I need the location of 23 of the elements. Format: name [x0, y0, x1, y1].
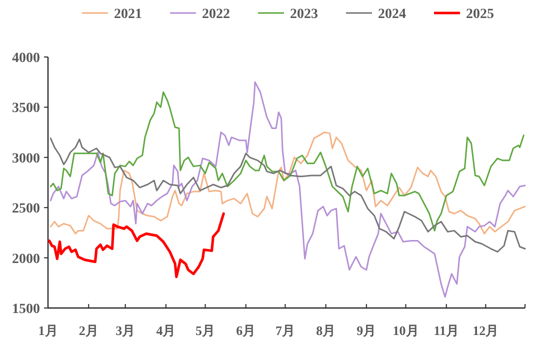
x-tick-label: 4月 [156, 323, 176, 338]
y-tick-label: 4000 [12, 51, 40, 66]
legend-label: 2025 [466, 7, 494, 22]
x-tick-label: 2月 [78, 323, 98, 338]
x-tick-label: 3月 [116, 323, 136, 338]
x-tick-label: 1月 [38, 323, 58, 338]
x-tick-label: 9月 [356, 323, 376, 338]
legend-label: 2022 [202, 7, 230, 22]
y-tick-label: 2500 [12, 202, 40, 217]
y-tick-label: 1500 [12, 302, 40, 317]
x-tick-label: 6月 [236, 323, 256, 338]
legend-label: 2023 [290, 7, 318, 22]
y-tick-label: 3500 [12, 101, 40, 116]
legend-label: 2021 [114, 7, 142, 22]
x-tick-label: 12月 [472, 323, 499, 338]
x-tick-label: 10月 [392, 323, 419, 338]
y-tick-label: 3000 [12, 151, 40, 166]
x-tick-label: 11月 [434, 323, 460, 338]
x-tick-label: 7月 [275, 323, 295, 338]
y-tick-label: 2000 [12, 252, 40, 267]
legend-label: 2024 [378, 7, 406, 22]
x-tick-label: 8月 [316, 323, 336, 338]
x-tick-label: 5月 [196, 323, 216, 338]
